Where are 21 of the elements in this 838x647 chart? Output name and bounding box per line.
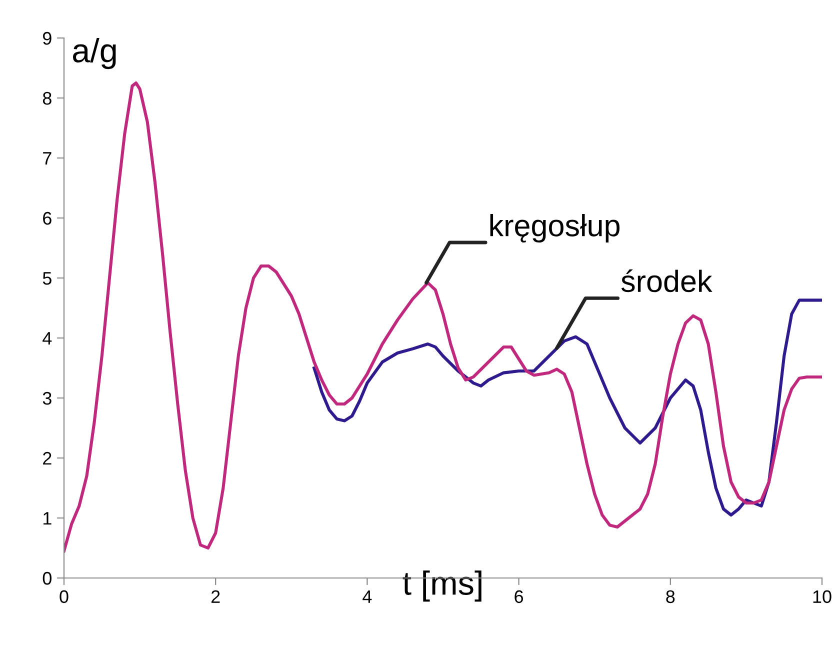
- y-tick-label: 7: [43, 152, 52, 165]
- x-tick-label: 8: [666, 590, 675, 604]
- y-tick-label: 5: [42, 272, 52, 285]
- annotation: kręgosłup: [490, 214, 620, 243]
- y-tick-label: 6: [43, 212, 52, 225]
- y-tick-label: 4: [42, 332, 52, 345]
- x-tick-label: 6: [514, 590, 524, 604]
- y-tick-label: 8: [42, 92, 52, 105]
- y-tick-label: 0: [42, 572, 52, 585]
- y-tick-label: 3: [42, 392, 52, 405]
- y-tick-label: 2: [43, 452, 52, 465]
- y-tick-label: 9: [43, 32, 52, 45]
- line-series: [64, 81, 822, 553]
- x-tick-label: 10: [813, 590, 832, 604]
- x-tick-label: 2: [211, 590, 220, 603]
- line-series: [312, 298, 822, 517]
- y-tick-label: 1: [44, 512, 52, 525]
- x-tick-label: 0: [60, 590, 68, 604]
- annotation: środek: [621, 269, 712, 292]
- y-axis-title: a/g: [72, 38, 116, 70]
- x-tick-label: 4: [362, 590, 372, 603]
